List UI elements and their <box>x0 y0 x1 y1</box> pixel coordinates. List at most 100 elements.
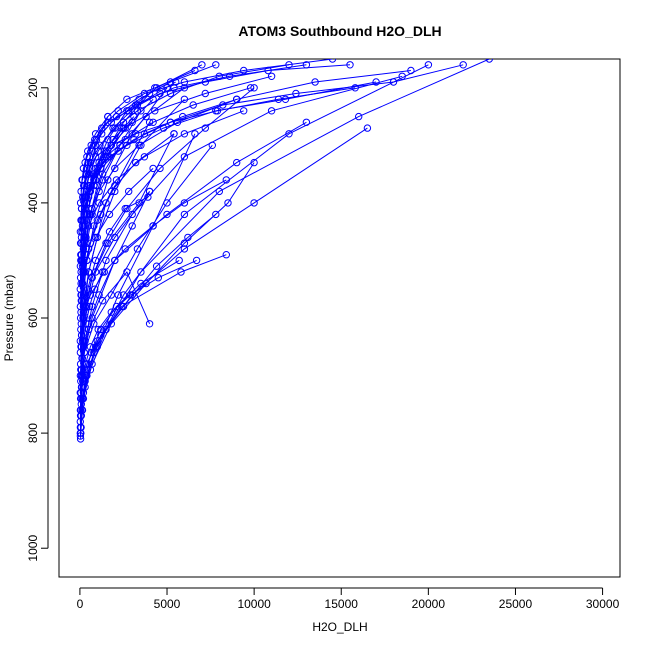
data-point <box>81 360 90 368</box>
data-point <box>77 389 85 397</box>
data-point <box>77 233 86 242</box>
data-point <box>267 72 276 81</box>
data-point <box>222 176 231 184</box>
data-point <box>77 343 85 351</box>
data-point <box>76 423 85 432</box>
data-point <box>98 158 107 167</box>
data-point <box>77 394 86 403</box>
series-line <box>84 64 464 198</box>
data-point <box>328 59 337 63</box>
data-point <box>91 153 100 161</box>
series-line <box>81 64 290 209</box>
data-point <box>156 89 164 98</box>
data-point <box>87 348 95 357</box>
data-point <box>180 199 189 207</box>
data-point <box>163 199 171 207</box>
data-point <box>86 158 95 167</box>
data-point <box>137 279 145 288</box>
data-point <box>88 274 96 282</box>
data-point <box>111 256 119 265</box>
x-tick-label: 15000 <box>325 597 359 611</box>
data-point <box>83 170 91 178</box>
data-point <box>163 210 171 219</box>
data-point <box>180 245 189 253</box>
data-point <box>77 216 85 224</box>
data-point <box>84 245 93 253</box>
series-25 <box>77 130 178 305</box>
data-point <box>77 187 85 196</box>
data-point <box>83 153 91 161</box>
data-point <box>189 101 197 109</box>
data-point <box>81 193 89 201</box>
data-point <box>166 118 175 127</box>
data-point <box>102 239 110 247</box>
data-point <box>91 233 100 242</box>
x-axis: 0 5000 10000 15000 20000 25000 30000 <box>77 587 620 611</box>
data-point <box>149 164 157 173</box>
y-axis-label: Pressure (mbar) <box>2 275 16 362</box>
data-point <box>274 95 283 104</box>
data-point <box>76 302 85 311</box>
x-tick-label: 5000 <box>154 597 181 611</box>
series-11 <box>77 210 220 391</box>
series-line <box>82 179 227 313</box>
data-point <box>84 181 93 190</box>
data-point <box>77 268 85 276</box>
series-line <box>79 64 307 232</box>
data-point <box>281 95 290 104</box>
data-point <box>84 285 92 293</box>
data-point <box>102 256 110 265</box>
data-point <box>104 118 112 127</box>
data-point <box>107 291 116 299</box>
x-tick-label: 20000 <box>412 597 446 611</box>
plot-frame <box>58 58 621 578</box>
series-46 <box>78 61 354 184</box>
data-point <box>177 268 185 276</box>
data-point <box>180 130 189 138</box>
data-point <box>104 176 112 184</box>
data-point <box>219 101 227 109</box>
data-point <box>250 199 258 207</box>
data-point <box>76 239 85 247</box>
data-point <box>145 320 154 328</box>
data-point <box>137 268 145 276</box>
data-point <box>123 95 131 104</box>
data-point <box>212 210 220 219</box>
data-point <box>198 61 206 69</box>
data-point <box>191 66 199 75</box>
data-point <box>201 78 210 86</box>
y-tick-label: 200 <box>26 77 40 97</box>
data-point <box>246 84 255 92</box>
data-point <box>77 204 86 213</box>
data-point <box>133 107 142 115</box>
data-point <box>79 245 88 253</box>
data-point <box>128 222 136 230</box>
series-50 <box>83 84 359 178</box>
data-point <box>105 153 114 161</box>
series-line <box>80 144 213 382</box>
data-point <box>111 124 119 132</box>
x-tick-label: 10000 <box>237 597 271 611</box>
data-point <box>250 158 258 167</box>
data-point <box>82 320 90 328</box>
data-point <box>77 325 85 334</box>
data-point <box>180 78 189 86</box>
series-1 <box>76 61 433 443</box>
data-point <box>91 135 99 144</box>
data-point <box>76 406 85 414</box>
data-point <box>184 233 192 242</box>
series-20 <box>77 84 258 339</box>
data-point <box>201 89 210 98</box>
series-layer <box>76 59 493 443</box>
data-point <box>133 245 142 253</box>
series-line <box>79 259 180 434</box>
data-point <box>85 302 94 311</box>
data-point <box>104 112 112 121</box>
data-point <box>240 107 248 115</box>
series-28 <box>78 164 157 288</box>
data-point <box>132 130 140 138</box>
data-point <box>78 176 87 184</box>
series-line <box>82 64 351 180</box>
data-point <box>224 199 232 207</box>
